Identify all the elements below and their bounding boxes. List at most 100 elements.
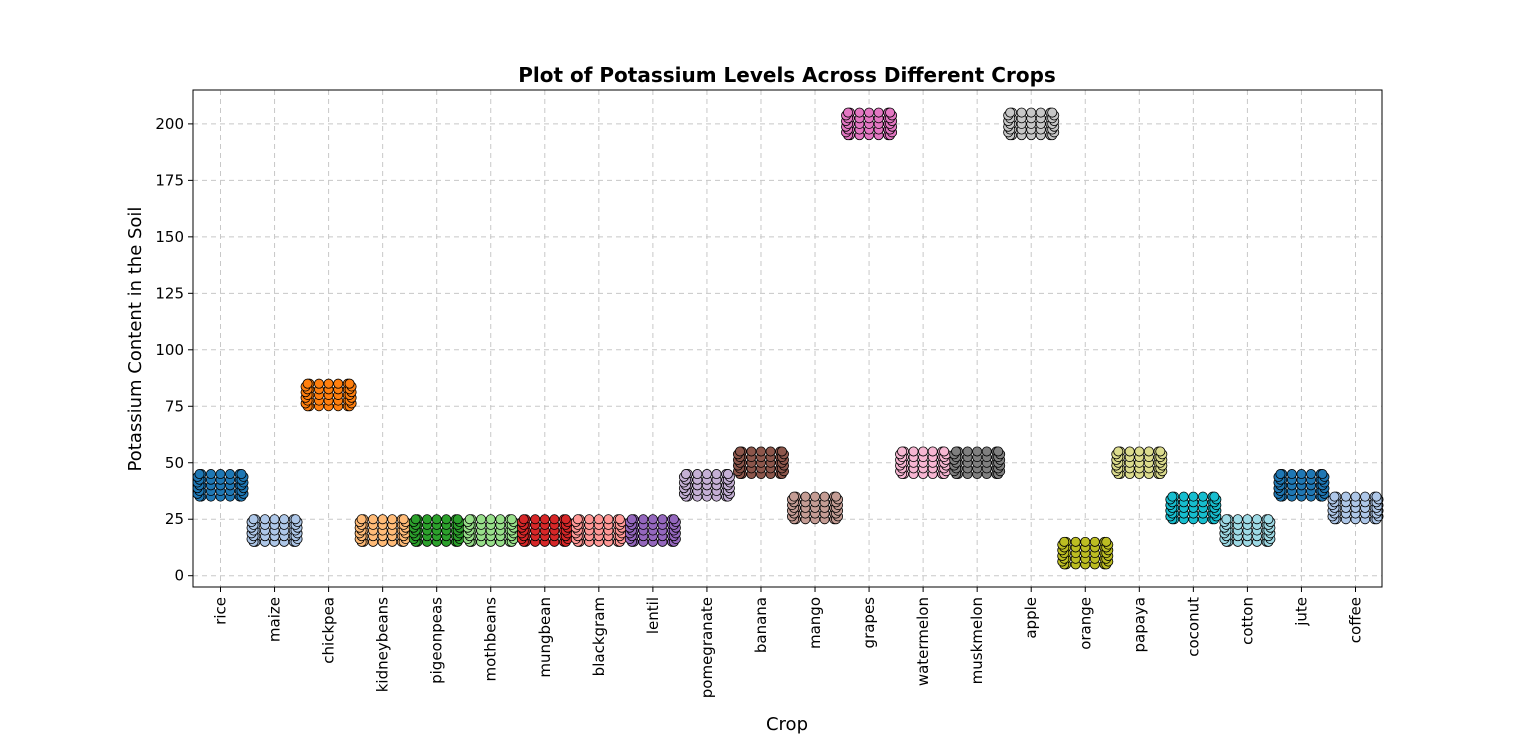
data-point — [1371, 491, 1382, 502]
data-point — [368, 514, 379, 525]
x-tick-label-papaya: papaya — [1130, 597, 1148, 653]
swarm-papaya — [1111, 446, 1168, 480]
data-points — [192, 107, 1384, 570]
data-point — [819, 491, 830, 502]
data-point — [711, 469, 722, 480]
data-point — [584, 514, 595, 525]
x-tick-label-rice: rice — [212, 597, 230, 625]
data-point — [259, 514, 270, 525]
data-point — [572, 514, 583, 525]
data-point — [1263, 514, 1274, 525]
swarm-blackgram — [570, 514, 627, 547]
y-tick-label: 25 — [165, 510, 184, 528]
data-point — [205, 469, 216, 480]
data-point — [518, 514, 529, 525]
x-tick-label-coconut: coconut — [1184, 597, 1202, 657]
y-tick-label: 100 — [155, 341, 184, 359]
data-point — [734, 446, 745, 457]
data-point — [313, 378, 324, 389]
swarm-pomegranate — [678, 469, 735, 502]
data-point — [843, 107, 854, 118]
data-point — [1209, 491, 1220, 502]
data-point — [1242, 514, 1253, 525]
data-point — [1016, 107, 1027, 118]
data-point — [302, 378, 313, 389]
data-point — [344, 378, 355, 389]
data-point — [918, 446, 929, 457]
x-tick-label-blackgram: blackgram — [590, 597, 608, 676]
data-point — [485, 514, 496, 525]
data-point — [1113, 446, 1124, 457]
data-point — [981, 446, 992, 457]
data-point — [279, 514, 290, 525]
x-tick-label-orange: orange — [1076, 597, 1094, 650]
data-point — [1070, 536, 1081, 547]
data-point — [638, 514, 649, 525]
x-tick-label-pigeonpeas: pigeonpeas — [428, 597, 446, 684]
data-point — [1134, 446, 1145, 457]
x-tick-label-maize: maize — [266, 597, 284, 642]
swarm-apple — [1003, 107, 1060, 141]
data-point — [776, 446, 787, 457]
data-point — [1026, 107, 1037, 118]
data-point — [1101, 536, 1112, 547]
y-tick-label: 125 — [155, 284, 184, 302]
data-point — [1080, 536, 1091, 547]
data-point — [1089, 536, 1100, 547]
data-point — [194, 469, 205, 480]
plot-frame — [192, 89, 1383, 588]
y-tick-label: 0 — [174, 567, 184, 585]
swarm-maize — [246, 514, 303, 547]
data-point — [1167, 491, 1178, 502]
data-point — [452, 514, 463, 525]
data-point — [755, 446, 766, 457]
data-point — [680, 469, 691, 480]
y-tick-label: 200 — [155, 115, 184, 133]
data-point — [1059, 536, 1070, 547]
x-tick-label-banana: banana — [752, 597, 770, 653]
y-tick-label: 150 — [155, 228, 184, 246]
data-point — [1275, 469, 1286, 480]
swarm-muskmelon — [949, 446, 1006, 480]
y-tick-label: 50 — [165, 454, 184, 472]
data-point — [549, 514, 560, 525]
data-point — [927, 446, 938, 457]
x-tick-label-pomegranate: pomegranate — [698, 597, 716, 698]
data-point — [603, 514, 614, 525]
x-tick-label-mothbeans: mothbeans — [482, 597, 500, 682]
data-point — [668, 514, 679, 525]
data-point — [1035, 107, 1046, 118]
swarm-lentil — [624, 514, 681, 547]
data-point — [1221, 514, 1232, 525]
data-point — [377, 514, 388, 525]
swarm-banana — [732, 446, 789, 480]
x-tick-label-mungbean: mungbean — [536, 597, 554, 678]
x-tick-label-apple: apple — [1022, 597, 1040, 639]
data-point — [1124, 446, 1135, 457]
data-point — [626, 514, 637, 525]
data-point — [657, 514, 668, 525]
data-point — [539, 514, 550, 525]
swarm-chickpea — [300, 378, 357, 412]
swarm-jute — [1273, 469, 1330, 502]
data-point — [897, 446, 908, 457]
data-point — [225, 469, 236, 480]
data-point — [1155, 446, 1166, 457]
x-axis-title: Crop — [766, 714, 808, 735]
data-point — [722, 469, 733, 480]
data-point — [1005, 107, 1016, 118]
data-point — [269, 514, 280, 525]
data-point — [885, 107, 896, 118]
data-point — [560, 514, 571, 525]
x-tick-label-chickpea: chickpea — [320, 597, 338, 664]
swarm-mungbean — [516, 514, 573, 547]
x-tick-label-cotton: cotton — [1238, 597, 1256, 645]
data-point — [1252, 514, 1263, 525]
data-point — [1340, 491, 1351, 502]
grid — [193, 90, 1382, 587]
data-point — [290, 514, 301, 525]
x-tick-label-mango: mango — [806, 597, 824, 649]
data-point — [1047, 107, 1058, 118]
